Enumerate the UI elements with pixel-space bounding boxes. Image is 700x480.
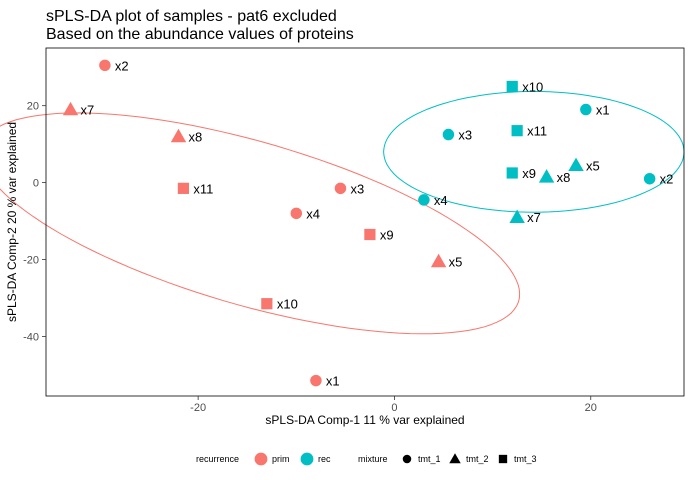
point-label-prim-x2: x2 [115, 58, 129, 73]
point-label-prim-x4: x4 [306, 206, 320, 221]
point-label-rec-x10: x10 [522, 79, 543, 94]
legend-recurrence-label-prim: prim [272, 454, 290, 464]
point-label-rec-x1: x1 [596, 103, 610, 118]
point-rec-x9 [506, 167, 518, 179]
point-rec-x7 [509, 209, 525, 223]
legend-recurrence-key-rec [301, 453, 313, 465]
point-rec-x2 [643, 173, 656, 185]
legend: recurrence mixture prim rec tmt_1 tmt_2 tmt_… [196, 452, 537, 466]
y-tick-label: -20 [23, 254, 39, 266]
point-prim-x7 [62, 101, 79, 116]
chart-title: sPLS-DA plot of samples - pat6 excluded [46, 8, 337, 25]
legend-mixture-key-tmt_1 [402, 454, 412, 464]
x-axis-ticks: -20 0 20 [190, 396, 597, 414]
point-label-prim-x9: x9 [380, 227, 394, 242]
point-label-prim-x3: x3 [350, 181, 364, 196]
point-rec-x4 [418, 194, 430, 206]
x-axis-label: sPLS-DA Comp-1 11 % var explained [265, 413, 464, 427]
x-tick-label: -20 [190, 402, 206, 414]
point-label-rec-x4: x4 [434, 193, 448, 208]
x-tick-label: 0 [391, 402, 397, 414]
y-tick-label: -40 [23, 331, 39, 343]
legend-recurrence-key-ring-prim [254, 452, 268, 466]
legend-recurrence-key-ring-rec [300, 452, 314, 466]
point-rec-x5 [568, 157, 584, 172]
point-label-rec-x7: x7 [527, 210, 541, 225]
y-tick-label: 20 [27, 101, 39, 113]
legend-mixture-label-tmt_2: tmt_2 [466, 454, 489, 464]
legend-recurrence-title: recurrence [196, 454, 239, 464]
legend-mixture-label-tmt_1: tmt_1 [418, 454, 441, 464]
point-label-prim-x7: x7 [81, 103, 95, 118]
point-label-prim-x11: x11 [193, 181, 213, 196]
point-rec-x3 [442, 128, 455, 141]
confidence-ellipses [0, 91, 685, 335]
point-label-rec-x2: x2 [660, 172, 674, 187]
point-prim-x4 [290, 207, 303, 220]
point-prim-x3 [334, 182, 347, 195]
y-axis-ticks: 20 0 -20 -40 [23, 101, 46, 343]
point-prim-x10 [261, 298, 273, 310]
plot-panel-border [45, 47, 685, 397]
point-rec-x11 [511, 125, 523, 137]
point-label-prim-x8: x8 [189, 129, 203, 144]
legend-mixture-title: mixture [358, 454, 388, 464]
legend-recurrence-label-rec: rec [318, 454, 331, 464]
ellipse-rec [383, 91, 685, 213]
legend-mixture-key-tmt_2 [449, 453, 461, 464]
point-label-rec-x11: x11 [527, 124, 547, 139]
point-prim-x8 [170, 128, 187, 143]
point-prim-x11 [177, 182, 190, 194]
y-axis-label: sPLS-DA Comp-2 20 % var explained [5, 122, 19, 322]
legend-mixture-label-tmt_3: tmt_3 [514, 454, 537, 464]
sample-points [62, 59, 656, 387]
point-label-prim-x10: x10 [277, 297, 298, 312]
point-rec-x1 [580, 103, 592, 116]
point-prim-x2 [99, 59, 111, 72]
point-prim-x5 [430, 253, 447, 268]
point-label-rec-x9: x9 [522, 166, 536, 181]
point-label-rec-x8: x8 [557, 170, 571, 185]
y-tick-label: 0 [33, 178, 39, 190]
point-label-prim-x1: x1 [326, 374, 340, 389]
point-rec-x10 [506, 80, 518, 93]
legend-recurrence-key-prim [255, 453, 267, 465]
point-label-rec-x5: x5 [586, 158, 600, 173]
point-label-prim-x5: x5 [449, 254, 463, 269]
point-rec-x8 [538, 169, 555, 183]
sample-point-labels: x2 x7 x8 x11 x3 x4 x9 x5 x10 x1 x10 x1 x3 x11 x5 x9 x8 x2… [81, 58, 674, 388]
ellipse-prim [0, 112, 521, 335]
point-prim-x9 [364, 228, 376, 241]
point-label-rec-x3: x3 [458, 128, 472, 143]
chart-subtitle: Based on the abundance values of protein… [46, 26, 354, 43]
legend-mixture-key-tmt_3 [498, 454, 508, 464]
x-tick-label: 20 [585, 402, 597, 414]
point-prim-x1 [310, 374, 322, 387]
